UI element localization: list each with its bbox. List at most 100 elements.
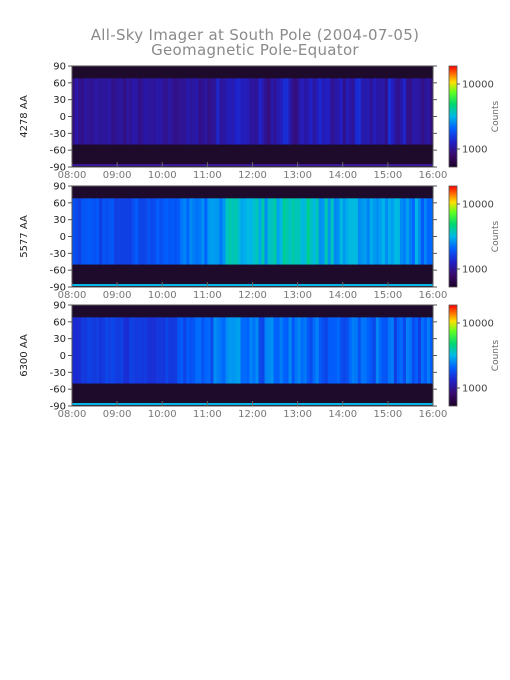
heatmap-column [336, 317, 341, 384]
heatmap-column [387, 78, 392, 145]
colorbar-tick-label: 1000 [462, 265, 487, 276]
heatmap-column [384, 317, 389, 384]
heatmap-column [210, 317, 214, 384]
heatmap-column [393, 317, 398, 384]
heatmap-column [186, 317, 190, 384]
heatmap-column [129, 198, 133, 265]
heatmap-column [348, 317, 353, 384]
heatmap-column [174, 78, 178, 145]
heatmap-column [255, 198, 259, 265]
heatmap-column [117, 198, 121, 265]
heatmap-column [408, 78, 413, 145]
heatmap-column [75, 198, 79, 265]
heatmap-column [138, 78, 142, 145]
heatmap-column [417, 198, 422, 265]
heatmap-column [417, 317, 422, 384]
heatmap-column [339, 78, 344, 145]
heatmap-column [282, 78, 286, 145]
x-tick-label: 16:00 [419, 290, 448, 301]
y-tick-label: 90 [53, 301, 66, 312]
heatmap-column [246, 78, 250, 145]
heatmap-column [294, 78, 299, 145]
heatmap-column [285, 317, 289, 384]
y-tick-label: -90 [50, 163, 66, 174]
heatmap-column [372, 198, 377, 265]
heatmap-column [357, 78, 362, 145]
heatmap-column [414, 78, 419, 145]
heatmap-column [99, 78, 103, 145]
x-tick-label: 10:00 [148, 290, 177, 301]
heatmap-column [324, 78, 329, 145]
heatmap-column [216, 78, 220, 145]
heatmap-column [156, 198, 160, 265]
heatmap-column [333, 78, 338, 145]
heatmap-column [237, 198, 241, 265]
heatmap-column [168, 198, 172, 265]
heatmap-column [126, 78, 130, 145]
heatmap-column [306, 78, 311, 145]
heatmap-column [111, 317, 115, 384]
heatmap-column [90, 317, 94, 384]
heatmap-column [156, 317, 160, 384]
heatmap-column [207, 317, 211, 384]
heatmap-column [153, 317, 157, 384]
heatmap-column [114, 317, 118, 384]
heatmap-column [297, 317, 302, 384]
heatmap-column [135, 198, 139, 265]
heatmap-column [108, 317, 112, 384]
heatmap-column [114, 198, 118, 265]
heatmap-column [180, 198, 184, 265]
heatmap-column [201, 198, 205, 265]
x-tick-label: 11:00 [193, 290, 222, 301]
heatmap-column [195, 78, 199, 145]
heatmap-column [303, 317, 308, 384]
heatmap-column [102, 198, 106, 265]
heatmap-column [309, 198, 314, 265]
x-tick-label: 08:00 [58, 290, 87, 301]
y-tick-label: -30 [50, 368, 66, 379]
heatmap-column [165, 198, 169, 265]
heatmap-column [366, 317, 371, 384]
panel-wavelength-label: 4278 AA [19, 95, 30, 138]
heatmap-column [141, 78, 145, 145]
heatmap-column [378, 78, 383, 145]
heatmap-column [210, 198, 214, 265]
heatmap-column [216, 198, 220, 265]
heatmap-column [255, 78, 259, 145]
y-tick-label: -60 [50, 385, 66, 396]
heatmap-column [126, 317, 130, 384]
heatmap-column [162, 78, 166, 145]
heatmap-column [168, 317, 172, 384]
heatmap-column [288, 198, 293, 265]
heatmap-column [177, 198, 181, 265]
heatmap-column [144, 198, 148, 265]
heatmap-column [213, 317, 217, 384]
heatmap-column [195, 317, 199, 384]
heatmap-column [237, 317, 241, 384]
heatmap-column [333, 198, 338, 265]
heatmap-column [213, 198, 217, 265]
heatmap-column [222, 198, 226, 265]
heatmap-column [81, 317, 85, 384]
heatmap-column [393, 198, 398, 265]
y-tick-label: 30 [53, 215, 66, 226]
heatmap-column [258, 198, 262, 265]
heatmap-column [339, 198, 344, 265]
heatmap-column [315, 198, 320, 265]
heatmap-column [87, 317, 91, 384]
heatmap-column [219, 317, 223, 384]
heatmap-column [132, 78, 136, 145]
heatmap-column [321, 198, 326, 265]
heatmap-column [408, 317, 413, 384]
heatmap-column [342, 317, 347, 384]
heatmap-column [129, 78, 133, 145]
heatmap-column [147, 198, 151, 265]
heatmap-column [378, 317, 383, 384]
heatmap-column [261, 198, 265, 265]
heatmap-column [249, 78, 253, 145]
heatmap-column [360, 198, 365, 265]
heatmap-column [375, 78, 380, 145]
heatmap-column [411, 198, 416, 265]
heatmap-column [411, 78, 416, 145]
